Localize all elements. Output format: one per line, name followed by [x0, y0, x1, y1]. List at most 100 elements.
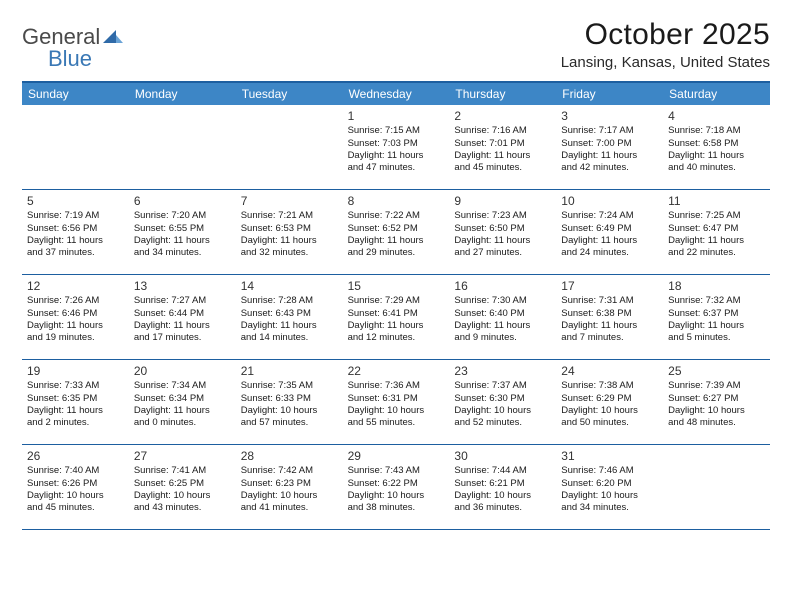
day-cell: 29Sunrise: 7:43 AMSunset: 6:22 PMDayligh…: [343, 445, 450, 529]
empty-cell: [236, 105, 343, 189]
day-number: 30: [454, 449, 551, 464]
day-cell: 17Sunrise: 7:31 AMSunset: 6:38 PMDayligh…: [556, 275, 663, 359]
sunset-text: Sunset: 6:53 PM: [241, 223, 338, 235]
daylight-text: Daylight: 10 hours: [454, 490, 551, 502]
day-number: 26: [27, 449, 124, 464]
day-number: 28: [241, 449, 338, 464]
day-cell: 15Sunrise: 7:29 AMSunset: 6:41 PMDayligh…: [343, 275, 450, 359]
day-header-cell: Saturday: [663, 83, 770, 105]
sunrise-text: Sunrise: 7:35 AM: [241, 380, 338, 392]
sunrise-text: Sunrise: 7:23 AM: [454, 210, 551, 222]
daylight-text: and 40 minutes.: [668, 162, 765, 174]
day-number: 29: [348, 449, 445, 464]
location-text: Lansing, Kansas, United States: [561, 54, 770, 71]
sunset-text: Sunset: 6:52 PM: [348, 223, 445, 235]
daylight-text: Daylight: 11 hours: [27, 235, 124, 247]
day-cell: 22Sunrise: 7:36 AMSunset: 6:31 PMDayligh…: [343, 360, 450, 444]
sunset-text: Sunset: 6:31 PM: [348, 393, 445, 405]
sunrise-text: Sunrise: 7:34 AM: [134, 380, 231, 392]
sunset-text: Sunset: 6:47 PM: [668, 223, 765, 235]
day-number: 14: [241, 279, 338, 294]
daylight-text: Daylight: 11 hours: [134, 235, 231, 247]
day-number: 23: [454, 364, 551, 379]
sunset-text: Sunset: 7:01 PM: [454, 138, 551, 150]
day-cell: 7Sunrise: 7:21 AMSunset: 6:53 PMDaylight…: [236, 190, 343, 274]
week-row: 1Sunrise: 7:15 AMSunset: 7:03 PM Daylight…: [22, 105, 770, 190]
calendar: SundayMondayTuesdayWednesdayThursdayFrid…: [22, 81, 770, 530]
daylight-text: Daylight: 10 hours: [241, 405, 338, 417]
daylight-text: and 50 minutes.: [561, 417, 658, 429]
daylight-text: and 32 minutes.: [241, 247, 338, 259]
daylight-text: and 22 minutes.: [668, 247, 765, 259]
sunrise-text: Sunrise: 7:15 AM: [348, 125, 445, 137]
sunrise-text: Sunrise: 7:30 AM: [454, 295, 551, 307]
sunrise-text: Sunrise: 7:46 AM: [561, 465, 658, 477]
daylight-text: Daylight: 11 hours: [348, 320, 445, 332]
daylight-text: Daylight: 11 hours: [27, 405, 124, 417]
logo-text-blue: Blue: [48, 46, 92, 71]
week-row: 19Sunrise: 7:33 AMSunset: 6:35 PMDayligh…: [22, 360, 770, 445]
daylight-text: Daylight: 11 hours: [241, 235, 338, 247]
day-cell: 19Sunrise: 7:33 AMSunset: 6:35 PMDayligh…: [22, 360, 129, 444]
day-number: 25: [668, 364, 765, 379]
day-number: 21: [241, 364, 338, 379]
sunset-text: Sunset: 6:49 PM: [561, 223, 658, 235]
day-cell: 24Sunrise: 7:38 AMSunset: 6:29 PMDayligh…: [556, 360, 663, 444]
sunrise-text: Sunrise: 7:18 AM: [668, 125, 765, 137]
daylight-text: and 45 minutes.: [454, 162, 551, 174]
daylight-text: Daylight: 11 hours: [134, 320, 231, 332]
sunset-text: Sunset: 6:35 PM: [27, 393, 124, 405]
daylight-text: Daylight: 11 hours: [668, 150, 765, 162]
sunrise-text: Sunrise: 7:43 AM: [348, 465, 445, 477]
empty-cell: [663, 445, 770, 529]
daylight-text: and 43 minutes.: [134, 502, 231, 514]
day-cell: 28Sunrise: 7:42 AMSunset: 6:23 PMDayligh…: [236, 445, 343, 529]
day-cell: 12Sunrise: 7:26 AMSunset: 6:46 PMDayligh…: [22, 275, 129, 359]
day-header-cell: Thursday: [449, 83, 556, 105]
daylight-text: and 19 minutes.: [27, 332, 124, 344]
day-number: 3: [561, 109, 658, 124]
daylight-text: and 41 minutes.: [241, 502, 338, 514]
daylight-text: Daylight: 11 hours: [561, 320, 658, 332]
day-number: 12: [27, 279, 124, 294]
day-cell: 31Sunrise: 7:46 AMSunset: 6:20 PMDayligh…: [556, 445, 663, 529]
day-number: 11: [668, 194, 765, 209]
daylight-text: Daylight: 11 hours: [241, 320, 338, 332]
day-cell: 6Sunrise: 7:20 AMSunset: 6:55 PMDaylight…: [129, 190, 236, 274]
daylight-text: Daylight: 11 hours: [454, 320, 551, 332]
daylight-text: Daylight: 11 hours: [454, 150, 551, 162]
sunset-text: Sunset: 6:37 PM: [668, 308, 765, 320]
daylight-text: and 34 minutes.: [134, 247, 231, 259]
sunset-text: Sunset: 6:23 PM: [241, 478, 338, 490]
day-number: 5: [27, 194, 124, 209]
sunset-text: Sunset: 6:26 PM: [27, 478, 124, 490]
daylight-text: and 57 minutes.: [241, 417, 338, 429]
sunrise-text: Sunrise: 7:38 AM: [561, 380, 658, 392]
day-cell: 16Sunrise: 7:30 AMSunset: 6:40 PMDayligh…: [449, 275, 556, 359]
day-number: 1: [348, 109, 445, 124]
sunrise-text: Sunrise: 7:33 AM: [27, 380, 124, 392]
daylight-text: and 47 minutes.: [348, 162, 445, 174]
daylight-text: and 27 minutes.: [454, 247, 551, 259]
daylight-text: and 38 minutes.: [348, 502, 445, 514]
sunset-text: Sunset: 7:03 PM: [348, 138, 445, 150]
daylight-text: and 52 minutes.: [454, 417, 551, 429]
daylight-text: and 17 minutes.: [134, 332, 231, 344]
week-row: 26Sunrise: 7:40 AMSunset: 6:26 PMDayligh…: [22, 445, 770, 530]
day-cell: 25Sunrise: 7:39 AMSunset: 6:27 PMDayligh…: [663, 360, 770, 444]
day-cell: 4Sunrise: 7:18 AMSunset: 6:58 PMDaylight…: [663, 105, 770, 189]
day-cell: 5Sunrise: 7:19 AMSunset: 6:56 PMDaylight…: [22, 190, 129, 274]
sunrise-text: Sunrise: 7:24 AM: [561, 210, 658, 222]
sunset-text: Sunset: 6:22 PM: [348, 478, 445, 490]
day-header-cell: Tuesday: [236, 83, 343, 105]
day-cell: 27Sunrise: 7:41 AMSunset: 6:25 PMDayligh…: [129, 445, 236, 529]
daylight-text: Daylight: 10 hours: [348, 405, 445, 417]
sunrise-text: Sunrise: 7:20 AM: [134, 210, 231, 222]
day-header-cell: Wednesday: [343, 83, 450, 105]
day-number: 24: [561, 364, 658, 379]
sunset-text: Sunset: 6:41 PM: [348, 308, 445, 320]
day-number: 13: [134, 279, 231, 294]
daylight-text: Daylight: 10 hours: [668, 405, 765, 417]
sunrise-text: Sunrise: 7:39 AM: [668, 380, 765, 392]
daylight-text: and 37 minutes.: [27, 247, 124, 259]
